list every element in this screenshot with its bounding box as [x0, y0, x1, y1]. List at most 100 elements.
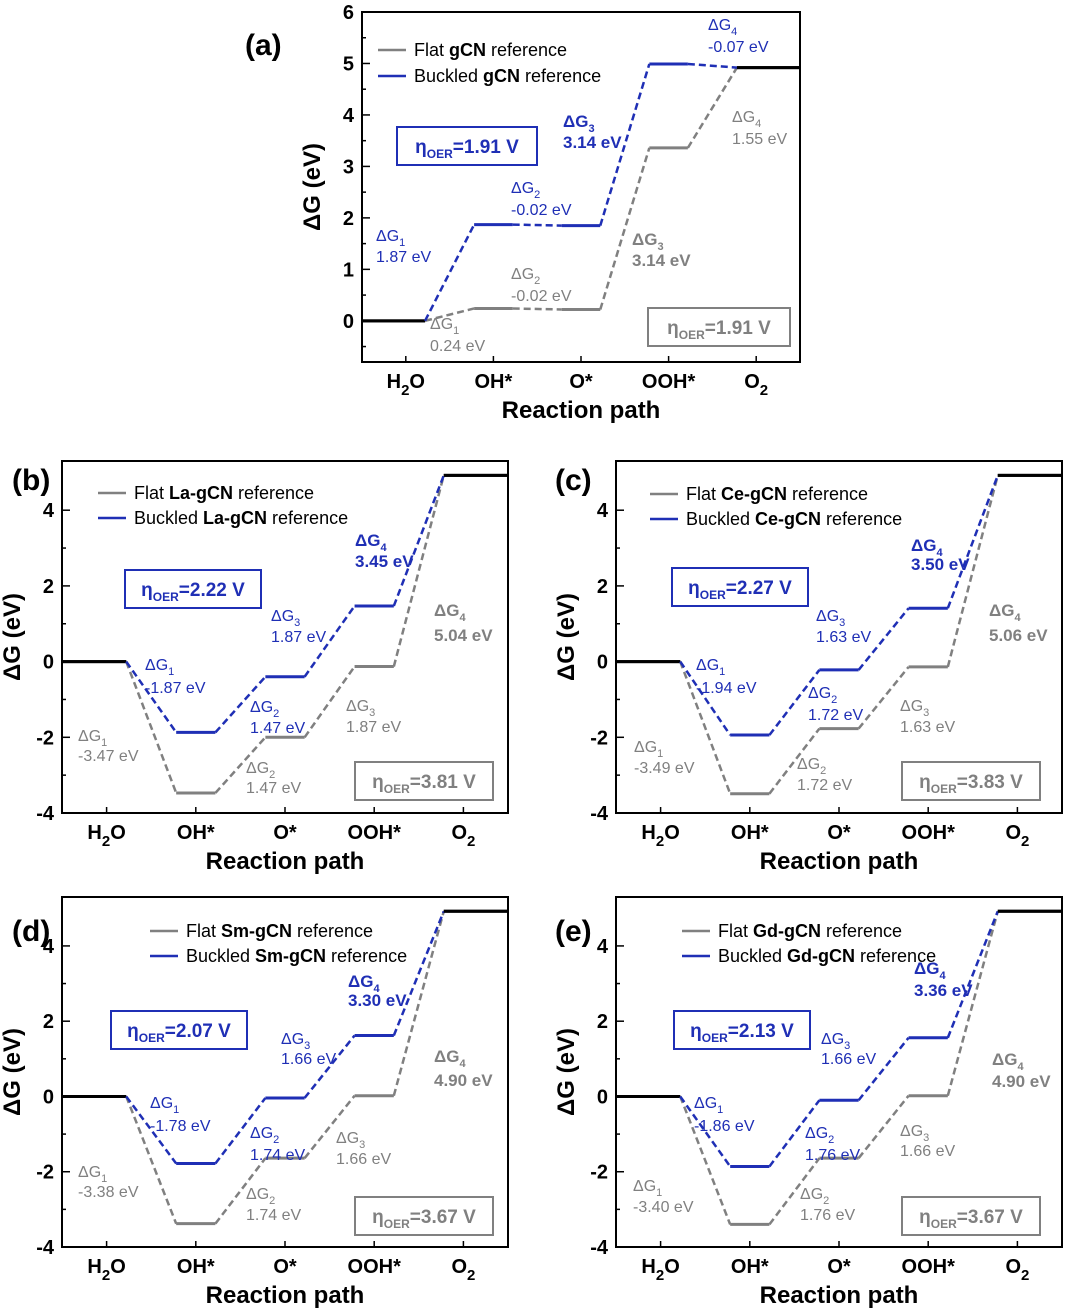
y-tick-label: 0: [43, 652, 54, 674]
delta-g-value: -3.47 eV: [78, 748, 139, 765]
x-tick-label: H2O: [387, 371, 425, 399]
transition-line: [768, 1099, 821, 1168]
delta-g-value: -0.07 eV: [708, 39, 769, 56]
y-tick-label: 2: [597, 1011, 608, 1033]
x-tick-label: OH*: [177, 1256, 215, 1278]
y-tick-label: 2: [597, 576, 608, 598]
y-tick-label: 4: [43, 500, 55, 522]
delta-g-label: ΔG1: [145, 657, 174, 678]
chart-panel-a: (a) 0 1 2 3 4 5 6 H2O OH* O* OOH* O2 Reaction path ΔG …: [245, 2, 801, 424]
transition-line: [768, 727, 821, 795]
transition-line: [423, 224, 476, 322]
delta-g-value: 1.55 eV: [732, 131, 787, 148]
flat-dg1-annotation: ΔG1-3.40 eV: [633, 1178, 694, 1216]
svg-text:ηOER=2.27 V: ηOER=2.27 V: [688, 578, 792, 602]
y-tick-label: -4: [36, 1237, 55, 1259]
delta-g-label: ΔG3: [271, 608, 300, 629]
legend: Flat Ce-gCN reference Buckled Ce-gCN refe…: [650, 484, 902, 529]
legend-entry: Buckled La-gCN reference: [134, 508, 348, 528]
series-buckled: [616, 473, 1062, 737]
transition-line: [686, 66, 738, 149]
y-axis-title: ΔG (eV): [299, 143, 326, 231]
svg-text:ηOER=1.91 V: ηOER=1.91 V: [667, 318, 771, 342]
series-buckled: [62, 909, 508, 1165]
delta-g-value: 1.74 eV: [250, 1147, 305, 1164]
delta-g-value: 3.36 eV: [914, 981, 973, 1000]
transition-line: [214, 675, 267, 734]
delta-g-value: 4.90 eV: [992, 1072, 1051, 1091]
x-tick-label: OOH*: [348, 822, 402, 844]
y-tick-label: -2: [36, 727, 54, 749]
x-tick-label: H2O: [87, 1256, 125, 1284]
legend-entry: Buckled gCN reference: [414, 66, 601, 86]
delta-g-label: ΔG1: [696, 657, 725, 678]
eta-oer-flat-box: ηOER=3.67 V: [354, 1196, 494, 1236]
delta-g-value: 1.87 eV: [271, 629, 326, 646]
eta-oer-buckled-box: ηOER=1.91 V: [396, 126, 538, 166]
x-tick-label: OOH*: [642, 371, 696, 393]
transition-line: [512, 307, 562, 311]
y-tick-label: 3: [343, 156, 354, 178]
y-tick-label: 2: [43, 576, 54, 598]
series-buckled: [362, 62, 800, 323]
delta-g-label: ΔG4: [992, 1050, 1024, 1073]
delta-g-label: ΔG2: [805, 1125, 834, 1146]
y-tick-label: 0: [343, 311, 354, 333]
transition-line: [768, 1157, 821, 1226]
delta-g-label: ΔG2: [250, 699, 279, 720]
y-tick-label: 2: [43, 1011, 54, 1033]
y-tick-label: 6: [343, 2, 354, 24]
svg-text:ηOER=3.83 V: ηOER=3.83 V: [919, 772, 1023, 796]
transition-line: [599, 147, 651, 310]
delta-g-value: 4.90 eV: [434, 1071, 493, 1090]
transition-line: [768, 669, 821, 736]
y-tick-label: 4: [43, 936, 55, 958]
delta-g-label: ΔG4: [355, 531, 387, 554]
x-axis-title: Reaction path: [206, 1282, 365, 1309]
eta-oer-flat-box: ηOER=3.83 V: [901, 761, 1041, 801]
legend: Flat Sm-gCN reference Buckled Sm-gCN refe…: [150, 921, 407, 966]
x-axis-title: Reaction path: [760, 1282, 919, 1309]
delta-g-label: ΔG2: [250, 1125, 279, 1146]
delta-g-value: 1.63 eV: [900, 719, 955, 736]
legend-entry: Flat Gd-gCN reference: [718, 921, 902, 941]
transition-line: [214, 1097, 267, 1165]
legend-entry: Flat gCN reference: [414, 40, 567, 60]
y-tick-label: -4: [590, 1237, 609, 1259]
delta-g-label: ΔG4: [348, 972, 380, 995]
delta-g-value: 3.50 eV: [911, 555, 970, 574]
delta-g-label: ΔG4: [989, 601, 1021, 624]
delta-g-value: 5.06 eV: [989, 626, 1048, 645]
delta-g-value: -3.49 eV: [634, 760, 695, 777]
legend-entry: Buckled Gd-gCN reference: [718, 946, 936, 966]
delta-g-label: ΔG1: [78, 728, 107, 749]
delta-g-label: ΔG3: [632, 230, 664, 253]
flat-dg2-annotation: ΔG2-0.02 eV: [511, 266, 572, 305]
transition-line: [946, 910, 999, 1039]
x-tick-label: O*: [273, 1256, 297, 1278]
transition-line: [214, 1157, 267, 1225]
delta-g-label: ΔG2: [797, 756, 826, 777]
delta-g-label: ΔG3: [821, 1031, 850, 1052]
y-tick-label: 2: [343, 208, 354, 230]
y-tick-label: 0: [43, 1086, 54, 1108]
x-tick-label: O2: [451, 822, 475, 850]
x-tick-label: OOH*: [902, 822, 956, 844]
x-tick-label: O2: [451, 1256, 475, 1284]
delta-g-value: 1.76 eV: [800, 1207, 855, 1224]
eta-oer-flat-box: ηOER=3.81 V: [354, 761, 494, 801]
y-tick-label: 4: [597, 936, 609, 958]
transition-line: [679, 1095, 732, 1168]
delta-g-value: 1.72 eV: [808, 707, 863, 724]
